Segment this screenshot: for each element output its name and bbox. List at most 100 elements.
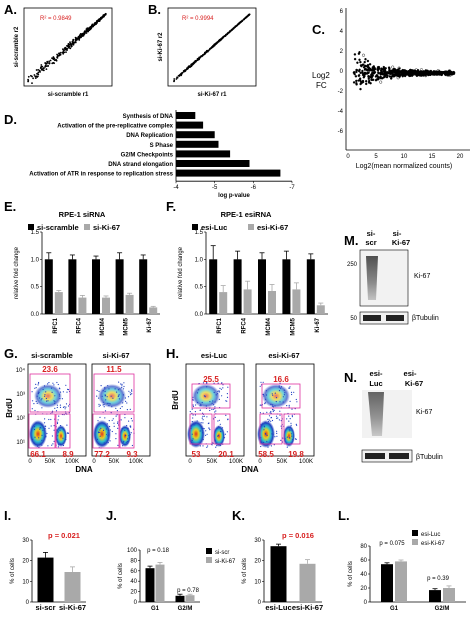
panel-f-title: RPE-1 esiRNA	[221, 210, 272, 219]
flow-event	[126, 425, 128, 427]
panel-h: H. esi-Luc esi-Ki-67 25.5 53 20.1 16.6 58.5 1…	[166, 346, 315, 474]
flow-event	[194, 422, 196, 424]
flow-event	[56, 421, 59, 423]
flow-event	[201, 417, 203, 419]
E-bar	[125, 294, 134, 314]
flow-event	[131, 390, 133, 392]
flow-event	[129, 392, 131, 394]
scatter-point	[197, 57, 200, 60]
flow-event	[39, 397, 41, 399]
scatter-point	[64, 46, 67, 49]
panel-l: L. 0 20 40 60 80 % of cells G1 G2/M esi-Luc esi-K…	[338, 508, 466, 612]
scatter-point	[45, 68, 48, 70]
flow-event	[57, 446, 60, 448]
I-ytick: 0	[26, 600, 30, 606]
flow-event	[221, 427, 224, 429]
scatter-point	[181, 71, 184, 74]
x-tick: 20	[457, 154, 464, 160]
flow-event	[196, 420, 198, 422]
scatter-point	[247, 14, 249, 17]
g2-population	[55, 425, 67, 447]
L-bar	[443, 588, 455, 602]
flow-event	[105, 399, 107, 401]
flow-event	[268, 421, 270, 423]
flow-event	[290, 422, 292, 424]
flow-event	[119, 388, 121, 390]
flow-event	[218, 398, 220, 400]
flow-event	[217, 390, 219, 392]
ma-point	[441, 70, 445, 74]
flow-event	[124, 417, 126, 419]
ma-point	[354, 75, 358, 78]
h-left-title: esi-Luc	[201, 351, 227, 360]
flow-event	[41, 424, 43, 426]
flow-event	[214, 408, 216, 410]
ma-point	[419, 70, 422, 73]
g-xtick: 50K	[45, 459, 56, 465]
flow-event	[47, 400, 49, 402]
flow-event	[280, 420, 282, 422]
flow-event	[278, 386, 280, 388]
flow-event	[109, 440, 111, 442]
flow-event	[121, 385, 123, 387]
scatter-point	[37, 69, 40, 71]
flow-event	[272, 394, 274, 396]
flow-event	[33, 403, 35, 405]
flow-event	[270, 442, 272, 444]
scatter-point	[248, 13, 251, 16]
flow-event	[113, 425, 115, 427]
flow-event	[108, 420, 110, 422]
flow-event	[262, 412, 264, 414]
flow-event	[56, 438, 58, 440]
flow-event	[35, 400, 37, 403]
panel-j: J. 0 20 40 60 80 100 % of cells G1 G2/M si-scr si-…	[106, 508, 236, 612]
ma-point	[379, 80, 383, 84]
flow-event	[103, 403, 105, 405]
g1-population	[93, 420, 111, 448]
scatter-point	[98, 19, 101, 21]
J-bar	[185, 595, 195, 602]
flow-event	[288, 404, 290, 406]
scatter-point	[70, 44, 73, 47]
J-bar	[175, 595, 185, 602]
flow-event	[62, 437, 64, 439]
scatter-point	[211, 46, 214, 49]
flow-event	[44, 394, 46, 396]
s-population	[34, 384, 62, 408]
flow-event	[127, 427, 129, 429]
ma-point	[436, 69, 440, 73]
F-ytick: 1.5	[195, 230, 204, 236]
flow-event	[43, 395, 46, 397]
flow-event	[278, 385, 280, 387]
flow-event	[117, 421, 119, 423]
panel-b-r2: R² = 0.9994	[182, 16, 214, 22]
g2m-gate	[283, 413, 301, 445]
flow-event	[65, 438, 67, 441]
panel-n: N. esi- Luc esi- Ki-67 Ki-67 βTubulin	[344, 369, 443, 463]
h-xtick: 100K	[229, 459, 243, 465]
ma-point	[405, 71, 409, 75]
flow-event	[282, 401, 284, 403]
scatter-point	[85, 29, 88, 32]
flow-event	[213, 382, 215, 384]
g1-gate	[28, 413, 56, 449]
scatter-point	[194, 60, 196, 63]
flow-event	[276, 430, 278, 432]
flow-event	[108, 429, 110, 431]
flow-event	[271, 405, 274, 407]
flow-event	[196, 402, 199, 404]
panel-f-label: F.	[166, 199, 176, 214]
flow-event	[107, 385, 109, 387]
ma-point	[356, 61, 359, 64]
scatter-point	[209, 47, 212, 50]
scatter-point	[57, 54, 60, 57]
ma-point	[389, 71, 393, 74]
ma-point	[396, 71, 400, 75]
scatter-point	[175, 78, 178, 80]
scatter-point	[67, 43, 70, 45]
ma-point	[362, 66, 366, 69]
flow-event	[106, 396, 108, 398]
flow-event	[67, 405, 70, 407]
flow-event	[104, 390, 106, 393]
flow-event	[211, 402, 213, 404]
